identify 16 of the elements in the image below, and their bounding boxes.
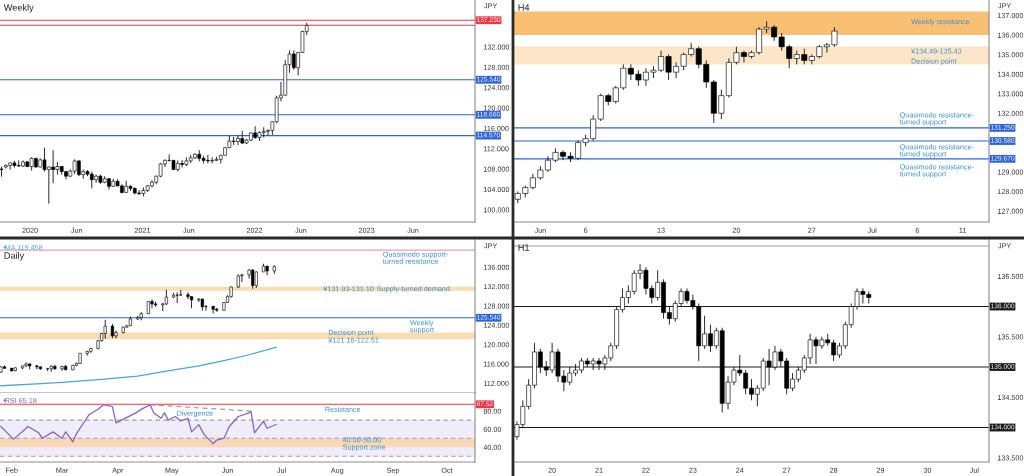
candlestick [60,365,64,372]
text: Daily [4,252,25,261]
candlestick [0,166,4,178]
candlestick [261,126,266,138]
chart-title: Weekly [3,4,34,13]
candlestick [236,135,240,146]
candlestick [150,179,154,188]
candlestick [42,147,47,173]
chart-title: H1 [518,244,530,251]
candlestick [103,319,107,340]
chart-title: H4 [518,4,530,11]
line-series [0,346,277,387]
candlestick [211,305,215,315]
candlestick [186,291,190,300]
candlestick [53,364,57,371]
line-series [0,404,277,445]
